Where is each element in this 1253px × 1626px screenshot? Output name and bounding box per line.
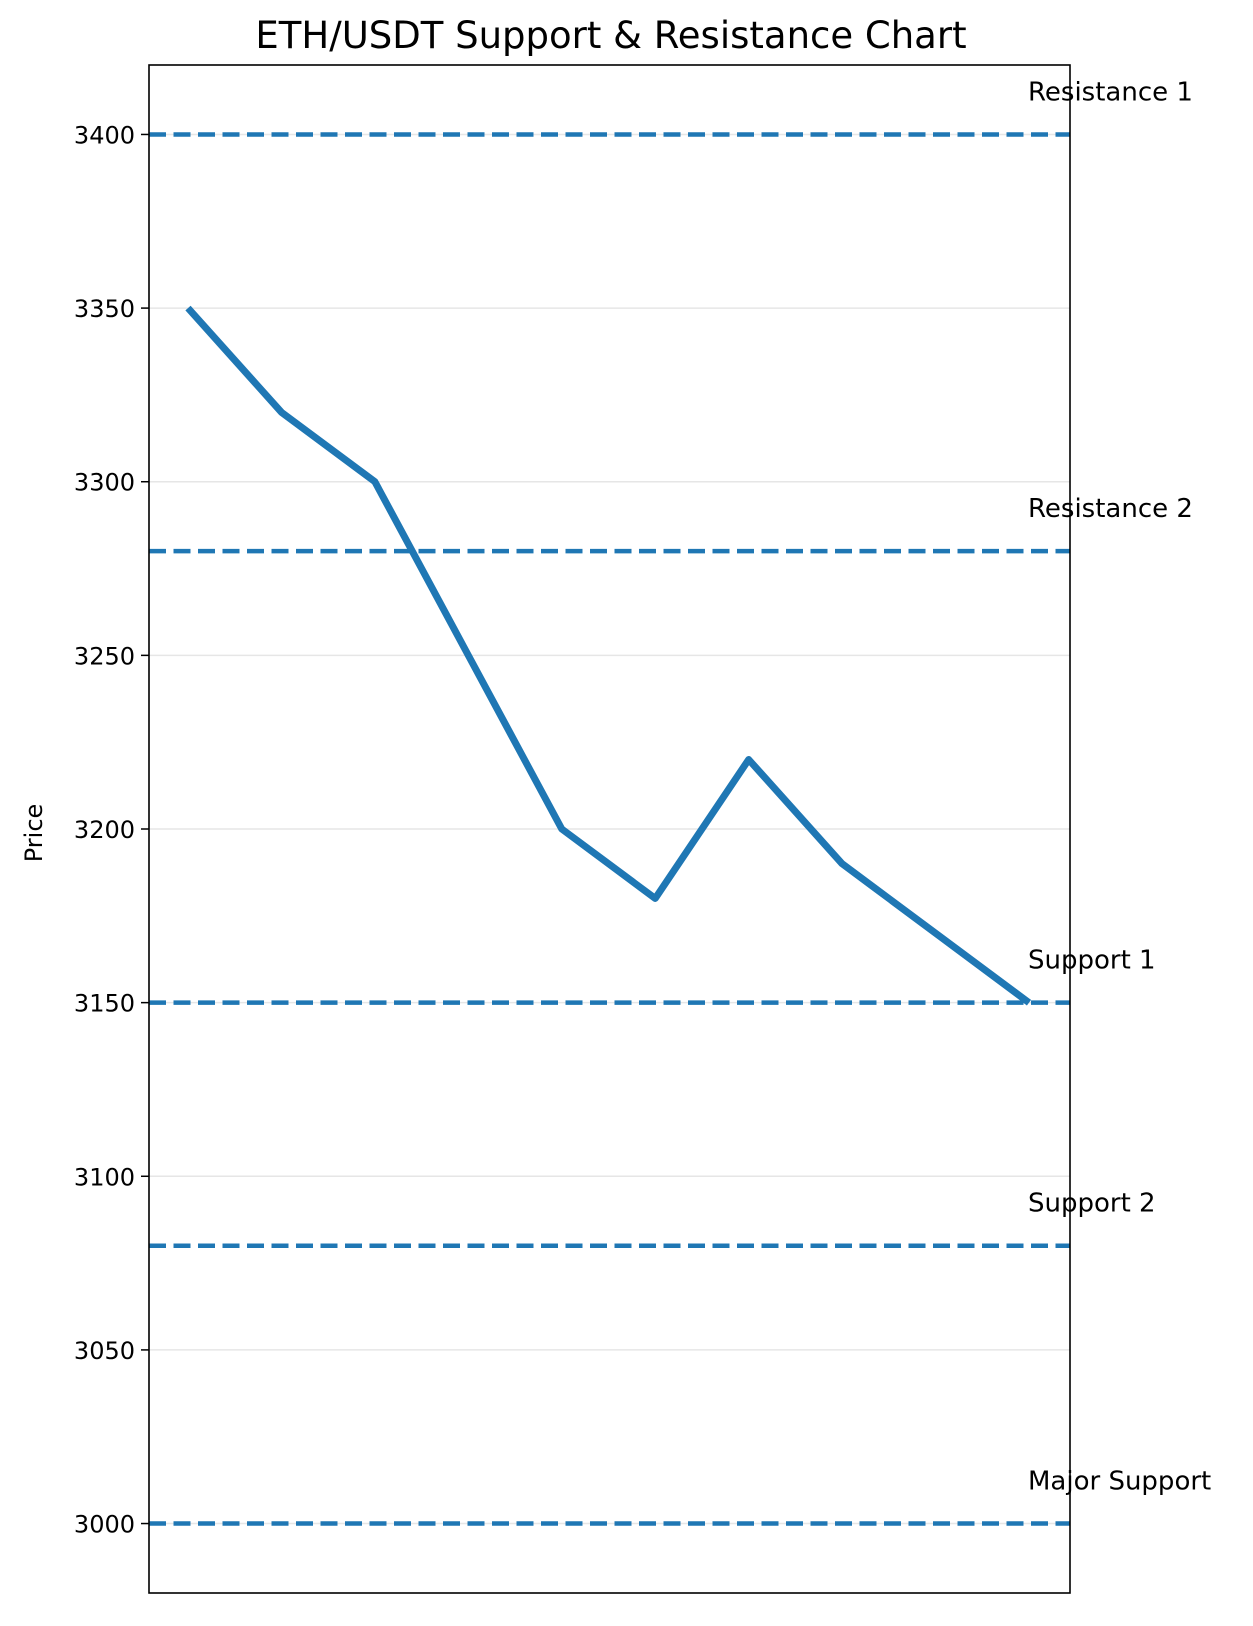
- grid-lines: [149, 134, 1070, 1523]
- level-label: Support 1: [1028, 946, 1156, 976]
- chart-title: ETH/USDT Support & Resistance Chart: [255, 14, 966, 57]
- level-label: Major Support: [1028, 1467, 1211, 1497]
- y-tick-label: 3100: [74, 1163, 135, 1191]
- level-label: Support 2: [1028, 1189, 1156, 1219]
- y-tick-label: 3050: [74, 1337, 135, 1365]
- y-tick-label: 3300: [74, 469, 135, 497]
- level-labels: Resistance 1 Resistance 2 Support 1 Support…: [1028, 77, 1211, 1496]
- y-axis-label: Price: [20, 804, 48, 863]
- y-tick-label: 3150: [74, 990, 135, 1018]
- y-axis-ticks: 3000 3050 3100 3150 3200 3250 3300 3350 3400: [74, 121, 149, 1538]
- level-label: Resistance 1: [1028, 77, 1193, 107]
- y-tick-label: 3350: [74, 295, 135, 323]
- y-tick-label: 3000: [74, 1511, 135, 1539]
- y-tick-label: 3200: [74, 816, 135, 844]
- level-label: Resistance 2: [1028, 494, 1193, 524]
- y-tick-label: 3400: [74, 121, 135, 149]
- y-tick-label: 3250: [74, 642, 135, 670]
